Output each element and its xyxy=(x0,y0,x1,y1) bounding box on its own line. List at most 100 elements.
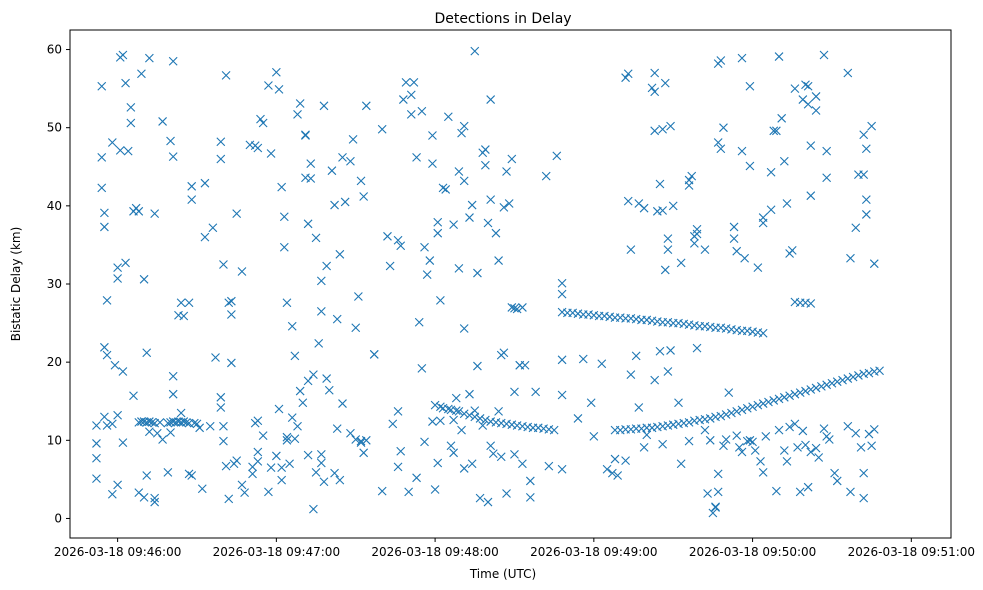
data-point xyxy=(152,428,162,438)
data-point xyxy=(393,235,403,245)
data-point xyxy=(428,159,437,169)
chart-title: Detections in Delay xyxy=(434,11,571,27)
data-point xyxy=(115,145,125,155)
data-point xyxy=(766,167,776,177)
data-point xyxy=(674,398,683,408)
data-point xyxy=(271,67,281,77)
data-point xyxy=(258,118,268,128)
data-point xyxy=(650,87,660,97)
data-point xyxy=(256,114,265,124)
data-point xyxy=(859,468,869,478)
data-point xyxy=(869,424,879,434)
data-point xyxy=(459,176,469,186)
data-point xyxy=(631,351,641,361)
data-point xyxy=(316,276,326,286)
data-point xyxy=(510,387,519,397)
data-point xyxy=(510,303,519,313)
data-point xyxy=(102,296,112,305)
data-point xyxy=(401,77,411,87)
data-point xyxy=(732,246,742,256)
data-point xyxy=(454,407,464,416)
data-point xyxy=(748,402,757,412)
data-point xyxy=(499,203,509,212)
data-point xyxy=(779,156,789,166)
data-point xyxy=(97,183,107,193)
data-point xyxy=(475,414,485,423)
data-point xyxy=(761,432,771,441)
data-point xyxy=(139,492,149,502)
data-point xyxy=(414,317,424,327)
data-point xyxy=(861,210,871,219)
data-point xyxy=(816,381,826,391)
data-point xyxy=(406,110,416,119)
data-point xyxy=(711,502,720,512)
data-point xyxy=(801,80,810,90)
data-point xyxy=(713,469,723,479)
data-point xyxy=(480,415,490,425)
data-point xyxy=(795,487,805,497)
data-point xyxy=(467,200,477,210)
data-point xyxy=(306,159,316,169)
data-point xyxy=(758,328,768,338)
data-point xyxy=(525,476,535,486)
data-point xyxy=(806,299,816,308)
data-point xyxy=(494,407,503,416)
data-point xyxy=(205,421,215,431)
data-point xyxy=(211,353,220,362)
data-point xyxy=(711,503,720,512)
data-point xyxy=(253,447,263,457)
data-point xyxy=(404,487,414,497)
data-point xyxy=(168,56,178,66)
data-point xyxy=(226,296,236,306)
data-point xyxy=(388,419,398,429)
data-point xyxy=(224,494,234,504)
data-point xyxy=(589,432,599,441)
data-point xyxy=(412,473,421,483)
data-point xyxy=(856,442,866,452)
data-point xyxy=(811,92,821,101)
data-point xyxy=(486,195,496,204)
data-point xyxy=(814,453,824,462)
data-point xyxy=(264,81,273,90)
data-point xyxy=(626,370,636,380)
x-tick-label: 2026-03-18 09:47:00 xyxy=(213,545,340,559)
y-tick-label: 20 xyxy=(47,355,62,369)
data-point xyxy=(843,421,853,431)
data-point xyxy=(316,449,326,459)
data-point xyxy=(483,497,493,507)
data-point xyxy=(417,364,427,373)
data-point xyxy=(729,234,739,244)
data-point xyxy=(287,413,297,423)
data-point xyxy=(279,212,289,222)
data-point xyxy=(285,459,294,469)
data-point xyxy=(687,171,697,181)
data-point xyxy=(168,389,178,399)
data-point xyxy=(502,489,511,498)
data-point xyxy=(459,464,469,473)
data-point xyxy=(737,146,747,156)
data-point xyxy=(705,435,715,445)
data-point xyxy=(253,457,263,466)
data-point xyxy=(663,367,673,376)
data-point xyxy=(769,396,779,405)
data-point xyxy=(666,121,675,131)
y-tick-label: 60 xyxy=(47,43,62,57)
data-point xyxy=(383,231,392,241)
data-point xyxy=(393,462,403,472)
data-point xyxy=(100,208,109,218)
y-tick-label: 10 xyxy=(47,433,62,447)
data-point xyxy=(92,421,101,430)
data-point xyxy=(658,124,668,134)
data-point xyxy=(832,377,842,387)
data-point xyxy=(790,389,800,399)
data-point xyxy=(147,417,157,427)
data-point xyxy=(634,403,644,412)
data-point xyxy=(790,84,800,94)
data-point xyxy=(859,493,869,503)
data-point xyxy=(803,81,813,91)
data-point xyxy=(650,375,660,385)
data-point xyxy=(168,371,178,381)
data-point xyxy=(745,161,755,171)
data-point xyxy=(182,417,191,427)
data-point xyxy=(216,154,226,164)
